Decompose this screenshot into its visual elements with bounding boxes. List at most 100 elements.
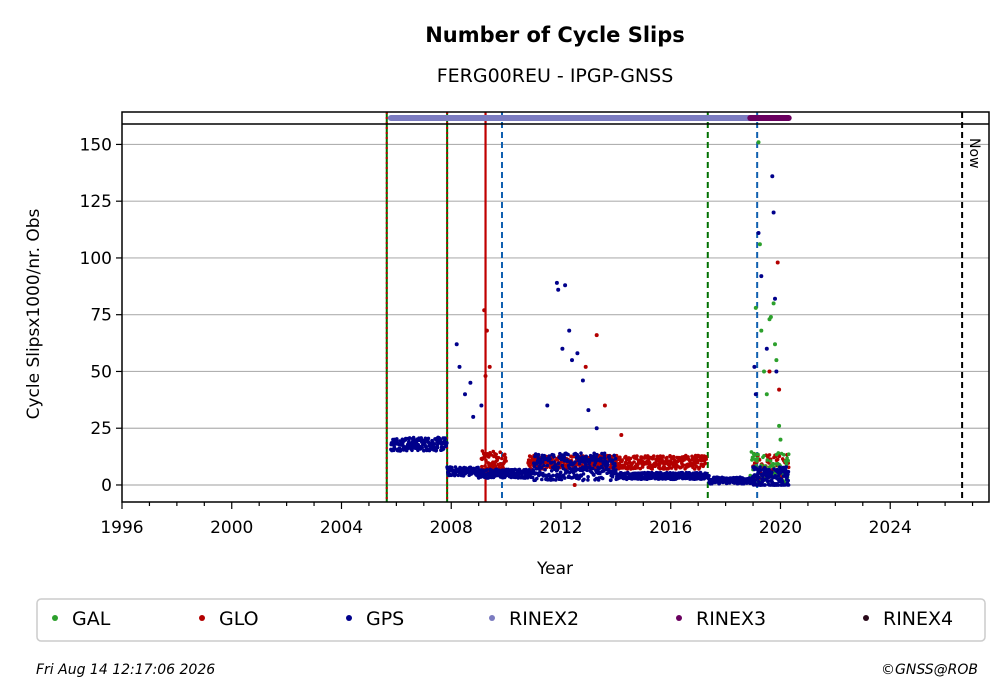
data-point bbox=[770, 470, 774, 475]
x-axis-label: Year bbox=[536, 559, 573, 579]
data-point bbox=[767, 369, 772, 374]
data-point bbox=[786, 452, 791, 457]
now-label: Now bbox=[966, 138, 982, 169]
data-point bbox=[777, 423, 782, 428]
y-tick-label: 125 bbox=[80, 192, 112, 212]
data-point bbox=[786, 483, 791, 487]
data-point bbox=[773, 296, 777, 301]
legend-frame bbox=[36, 598, 986, 642]
data-point bbox=[476, 465, 480, 470]
data-point bbox=[586, 478, 590, 482]
data-point bbox=[665, 459, 670, 463]
x-tick-label: 2004 bbox=[320, 518, 363, 538]
x-tick-label: 2016 bbox=[649, 518, 692, 538]
legend-label-glo: GLO bbox=[219, 608, 259, 630]
data-point bbox=[542, 463, 546, 468]
data-point bbox=[660, 459, 665, 464]
data-point bbox=[498, 462, 503, 466]
data-point bbox=[485, 468, 489, 472]
data-point bbox=[773, 342, 777, 347]
legend-marker-gps bbox=[346, 615, 352, 621]
data-point bbox=[671, 454, 676, 459]
data-point bbox=[445, 441, 449, 445]
data-point bbox=[757, 475, 761, 480]
data-point bbox=[786, 458, 790, 463]
data-point bbox=[587, 460, 592, 465]
data-point bbox=[482, 308, 487, 313]
data-point bbox=[777, 387, 782, 392]
data-point bbox=[768, 315, 773, 319]
data-point bbox=[493, 464, 498, 469]
data-point bbox=[784, 462, 789, 466]
data-point bbox=[665, 455, 669, 460]
data-point bbox=[775, 457, 780, 462]
data-point bbox=[607, 454, 612, 458]
data-point bbox=[591, 466, 595, 471]
data-point bbox=[454, 342, 459, 347]
data-point bbox=[539, 466, 544, 470]
data-point bbox=[399, 448, 403, 452]
data-point bbox=[558, 470, 563, 475]
data-point bbox=[775, 260, 780, 265]
legend-marker-rinex2 bbox=[489, 615, 495, 621]
data-point bbox=[503, 452, 507, 457]
data-point bbox=[586, 475, 590, 479]
data-point bbox=[753, 392, 758, 397]
grid-lines bbox=[122, 143, 989, 486]
data-point bbox=[778, 437, 783, 442]
data-point bbox=[784, 465, 788, 469]
y-tick-label: 50 bbox=[90, 362, 112, 382]
data-point bbox=[594, 333, 599, 338]
data-point bbox=[543, 467, 547, 472]
data-point bbox=[594, 426, 599, 431]
data-point bbox=[602, 451, 607, 456]
x-tick-label: 1996 bbox=[100, 518, 143, 538]
data-point bbox=[500, 456, 504, 461]
data-point bbox=[567, 328, 572, 333]
data-point bbox=[411, 435, 416, 440]
legend-marker-rinex3 bbox=[676, 615, 682, 621]
data-point bbox=[755, 456, 760, 461]
data-point bbox=[763, 483, 767, 487]
data-point bbox=[695, 460, 700, 465]
data-point bbox=[487, 364, 492, 369]
data-point bbox=[484, 328, 489, 333]
data-point bbox=[653, 464, 657, 469]
data-point bbox=[575, 351, 580, 356]
data-point bbox=[532, 464, 537, 469]
data-point bbox=[553, 463, 558, 467]
data-point bbox=[560, 463, 565, 468]
data-point bbox=[480, 464, 484, 469]
data-point bbox=[572, 483, 577, 487]
data-point bbox=[618, 455, 622, 460]
data-point bbox=[645, 477, 649, 482]
y-tick-label: 100 bbox=[80, 249, 112, 269]
data-point bbox=[453, 465, 458, 469]
data-point bbox=[767, 453, 772, 457]
data-point bbox=[619, 433, 624, 437]
data-point bbox=[624, 454, 628, 459]
data-point bbox=[613, 456, 618, 461]
data-point bbox=[534, 467, 539, 471]
data-point bbox=[549, 469, 554, 473]
data-point bbox=[444, 444, 449, 448]
data-point bbox=[632, 460, 636, 464]
data-point bbox=[602, 403, 607, 408]
y-tick-label: 75 bbox=[90, 306, 112, 326]
data-point bbox=[669, 466, 674, 470]
footer-timestamp: Fri Aug 14 12:17:06 2026 bbox=[36, 662, 215, 678]
data-point bbox=[545, 463, 550, 468]
data-point bbox=[565, 459, 570, 464]
data-point bbox=[554, 478, 558, 482]
data-point bbox=[556, 461, 561, 466]
legend-label-rinex2: RINEX2 bbox=[509, 608, 579, 630]
tick-labels: 0 25 50 75 100 125 150 1996 2000 2004 2008 2012 2016… bbox=[80, 135, 974, 538]
data-point bbox=[468, 380, 473, 385]
data-point bbox=[586, 408, 591, 413]
data-point bbox=[583, 364, 588, 369]
data-point bbox=[770, 174, 775, 179]
data-point bbox=[503, 455, 508, 460]
legend: GAL GLO GPS RINEX2 RINEX3 RINEX4 bbox=[52, 608, 953, 630]
chart-title: Number of Cycle Slips bbox=[425, 23, 685, 47]
